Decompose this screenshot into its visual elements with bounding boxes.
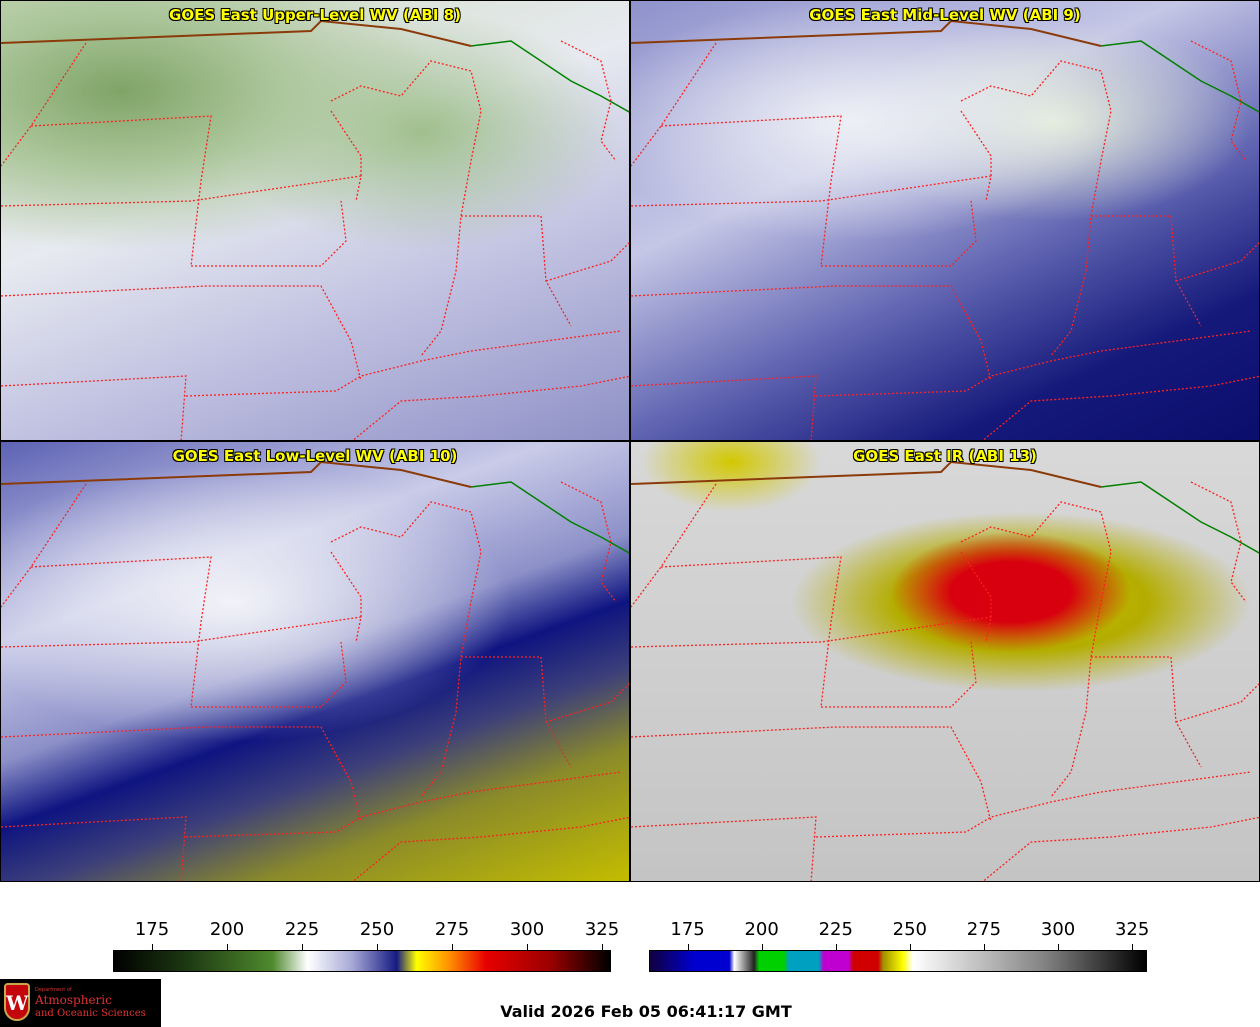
logo-line1: Department of (35, 987, 72, 993)
mid-level-wv-panel: GOES East Mid-Level WV (ABI 9) (630, 0, 1260, 441)
map-borders (1, 461, 629, 881)
ir-colorbar (649, 950, 1147, 972)
colorbar-tick-label: 225 (818, 919, 853, 940)
colorbar-tick (302, 944, 303, 950)
upper-level-wv-panel: GOES East Upper-Level WV (ABI 8) (0, 0, 630, 441)
logo-line2: Atmospheric (35, 993, 112, 1007)
colorbar-tick (227, 944, 228, 950)
map-borders (631, 461, 1259, 881)
colorbar-tick-label: 325 (1114, 919, 1150, 940)
colorbar-tick-label: 275 (966, 919, 1002, 940)
colorbar-tick (377, 944, 378, 950)
colorbar-tick (1132, 944, 1134, 950)
aos-logo: W Department of Atmospheric and Oceanic … (0, 979, 161, 1027)
logo-line3: and Oceanic Sciences (35, 1008, 146, 1019)
colorbar-tick-label: 300 (509, 919, 545, 940)
colorbar-tick (761, 944, 763, 950)
panel-title: GOES East IR (ABI 13) (853, 447, 1037, 465)
colorbar-tick (452, 944, 453, 950)
colorbar-tick-label: 300 (1040, 919, 1076, 940)
map-borders (631, 20, 1259, 440)
colorbar-tick (602, 944, 603, 950)
colorbar-tick-label: 250 (892, 919, 928, 940)
colorbar-tick (835, 944, 837, 950)
uw-shield-icon: W (4, 983, 30, 1021)
colorbar-tick (152, 944, 153, 950)
wv-colorbar (113, 950, 611, 972)
colorbar-tick-label: 325 (584, 919, 620, 940)
panel-title: GOES East Mid-Level WV (ABI 9) (809, 6, 1081, 24)
colorbar-tick-label: 250 (359, 919, 395, 940)
colorbar-tick-label: 225 (284, 919, 320, 940)
map-borders (1, 20, 629, 440)
colorbar-tick (1058, 944, 1060, 950)
colorbar-tick (527, 944, 528, 950)
colorbar-tick (909, 944, 911, 950)
low-level-wv-panel: GOES East Low-Level WV (ABI 10) (0, 441, 630, 882)
panel-title: GOES East Low-Level WV (ABI 10) (172, 447, 458, 465)
colorbar-tick-label: 200 (744, 919, 779, 940)
colorbar-tick (983, 944, 985, 950)
colorbar-tick-label: 175 (670, 919, 705, 940)
colorbar-tick-label: 175 (134, 919, 170, 940)
valid-time: Valid 2026 Feb 05 06:41:17 GMT (500, 1002, 792, 1021)
colorbar-tick-label: 275 (434, 919, 470, 940)
panel-title: GOES East Upper-Level WV (ABI 8) (169, 6, 461, 24)
colorbar-tick (687, 944, 689, 950)
colorbar-tick-label: 200 (209, 919, 245, 940)
ir-panel: GOES East IR (ABI 13) (630, 441, 1260, 882)
